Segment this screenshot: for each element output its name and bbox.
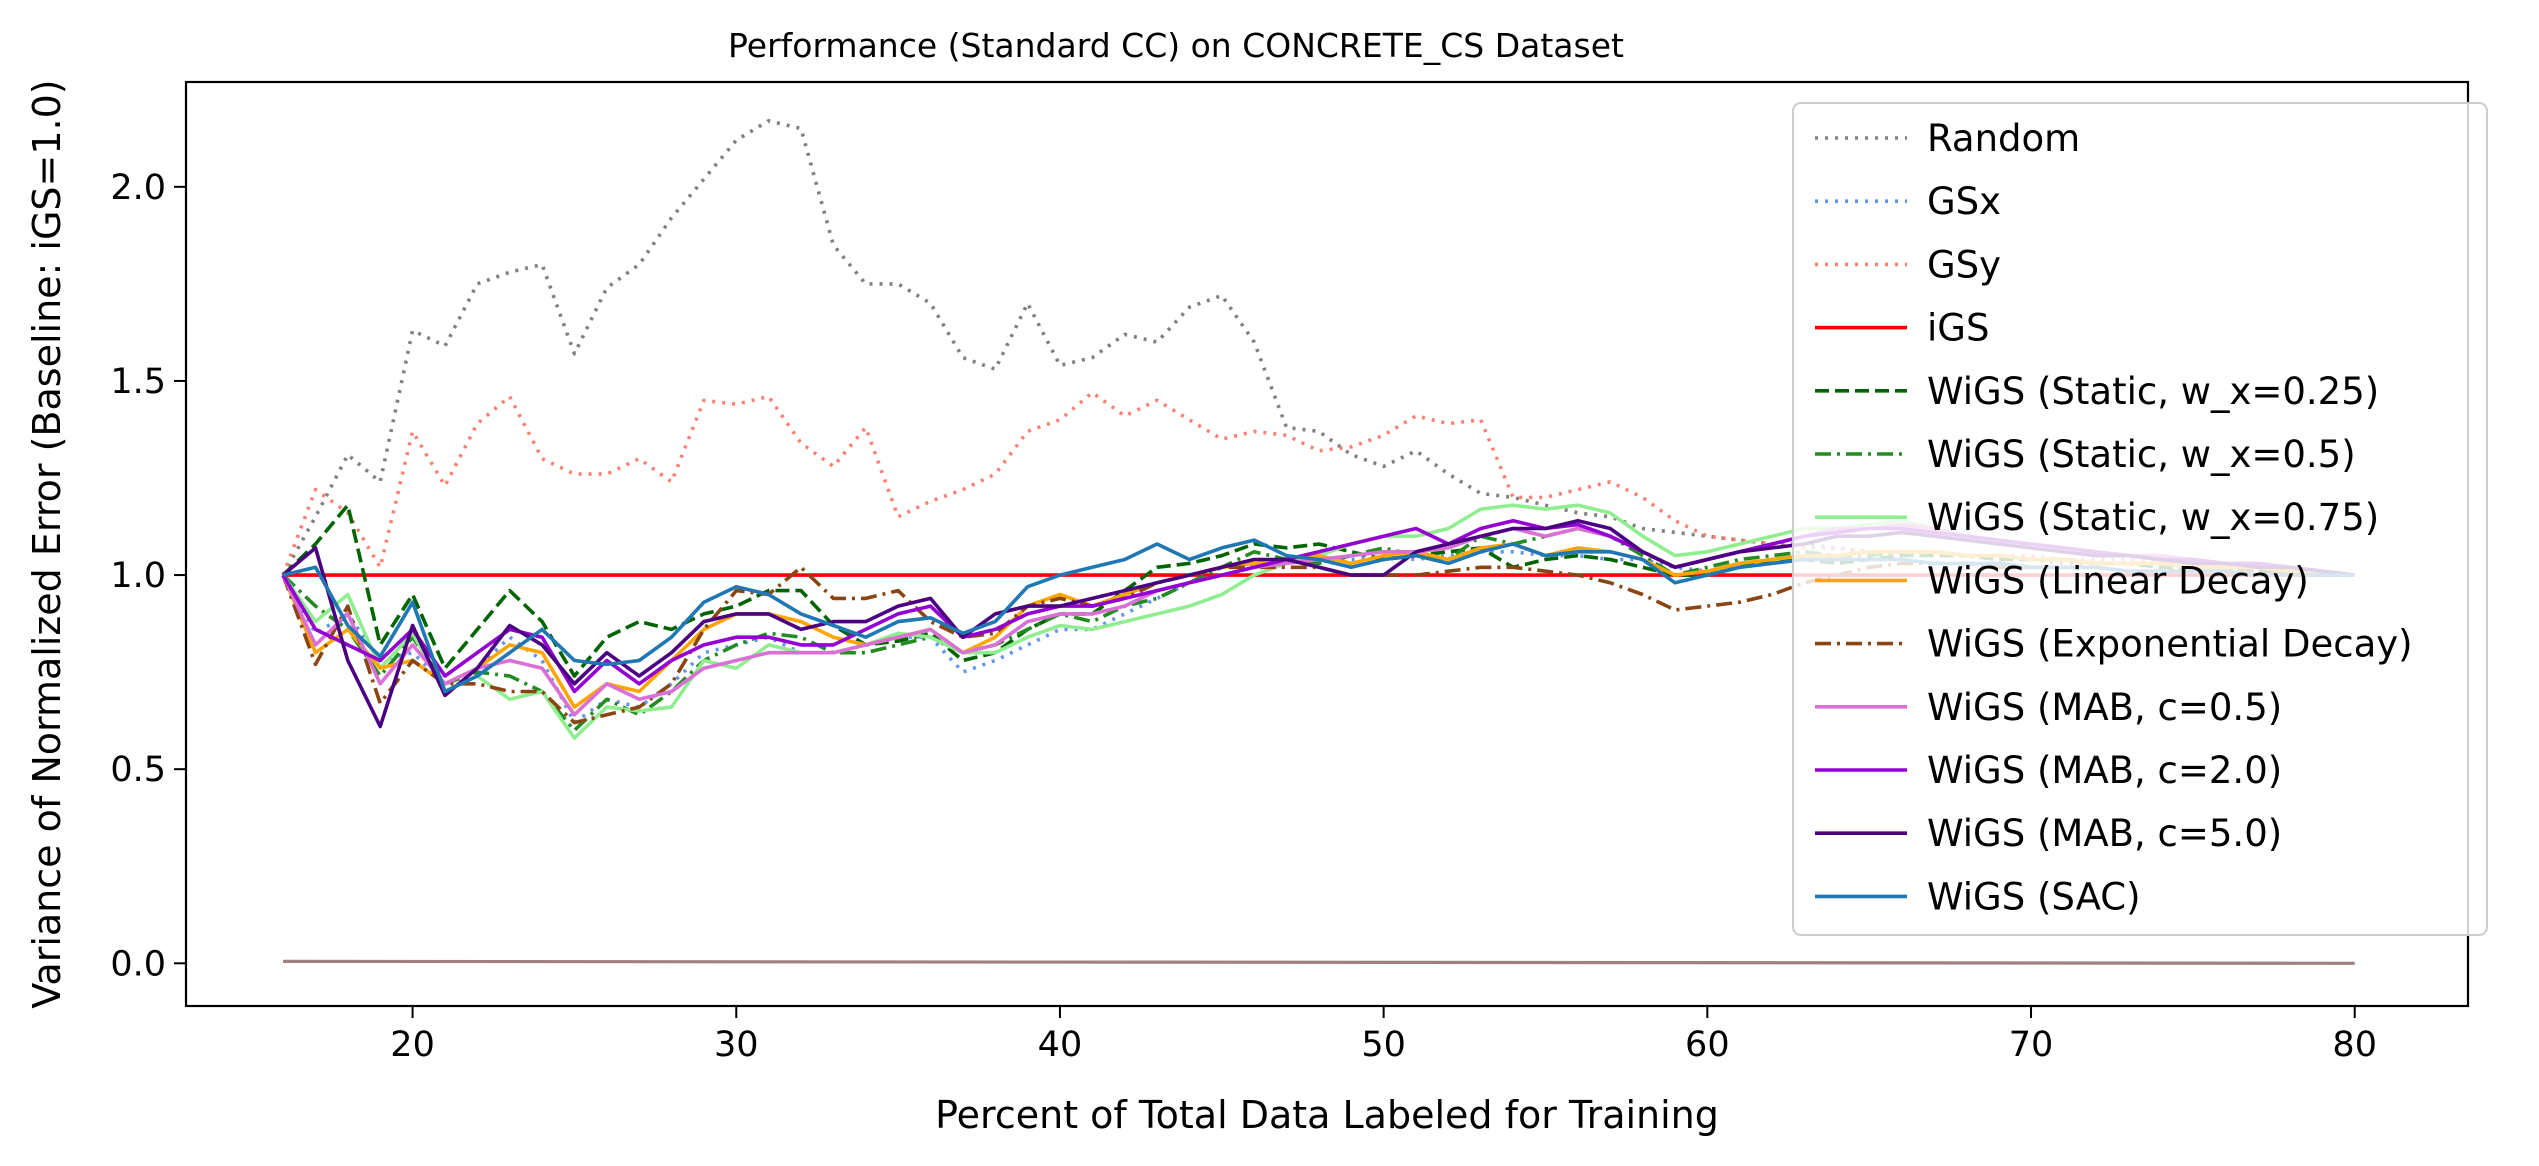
legend-label-wigs-mab-c-2-0: WiGS (MAB, c=2.0)	[1927, 749, 2282, 792]
y-tick-label: 1.5	[110, 362, 166, 402]
y-tick-label: 1.0	[110, 556, 166, 596]
legend-label-wigs-linear-decay: WiGS (Linear Decay)	[1927, 559, 2309, 602]
legend-label-wigs-static-w-x-0-5: WiGS (Static, w_x=0.5)	[1927, 433, 2356, 476]
legend-label-wigs-static-w-x-0-25: WiGS (Static, w_x=0.25)	[1927, 370, 2379, 413]
y-tick-label: 2.0	[110, 168, 166, 208]
legend-label-gsy: GSy	[1927, 243, 2001, 286]
x-tick-label: 40	[1038, 1025, 1083, 1065]
legend: Random GSx GSy iGS WiGS (Static, w_x=0.25) Wi…	[1792, 102, 2488, 936]
y-tick-label: 0.5	[110, 750, 166, 790]
x-tick-label: 70	[2009, 1025, 2054, 1065]
legend-label-igs: iGS	[1927, 307, 1989, 350]
series-line-random	[281, 119, 2355, 577]
y-tick-label: 0.0	[110, 944, 166, 984]
x-tick-label: 80	[2332, 1025, 2377, 1065]
x-axis: 20 30 40 50 60 70 80	[390, 1006, 2377, 1065]
legend-label-gsx: GSx	[1927, 180, 2001, 223]
y-axis: 0.0 0.5 1.0 1.5 2.0	[110, 168, 186, 984]
legend-label-wigs-exponential-decay: WiGS (Exponential Decay)	[1927, 623, 2413, 666]
legend-box	[1792, 102, 2488, 936]
legend-label-random: Random	[1927, 117, 2080, 160]
baseline-series-line	[283, 959, 2355, 965]
legend-label-wigs-sac: WiGS (SAC)	[1927, 875, 2141, 918]
legend-label-wigs-mab-c-0-5: WiGS (MAB, c=0.5)	[1927, 686, 2282, 729]
x-tick-label: 60	[1685, 1025, 1730, 1065]
x-tick-label: 50	[1361, 1025, 1406, 1065]
series-line-gsy	[281, 390, 2355, 577]
chart-title: Performance (Standard CC) on CONCRETE_CS…	[728, 26, 1624, 65]
x-tick-label: 30	[714, 1025, 759, 1065]
legend-label-wigs-mab-c-5-0: WiGS (MAB, c=5.0)	[1927, 812, 2282, 855]
legend-entries: Random GSx GSy iGS WiGS (Static, w_x=0.25) Wi…	[1815, 117, 2413, 918]
y-axis-label: Variance of Normalized Error (Baseline: …	[25, 79, 69, 1008]
x-axis-label: Percent of Total Data Labeled for Traini…	[935, 1093, 1719, 1137]
baseline-layer	[283, 959, 2355, 965]
x-tick-label: 20	[390, 1025, 435, 1065]
legend-label-wigs-static-w-x-0-75: WiGS (Static, w_x=0.75)	[1927, 496, 2379, 539]
